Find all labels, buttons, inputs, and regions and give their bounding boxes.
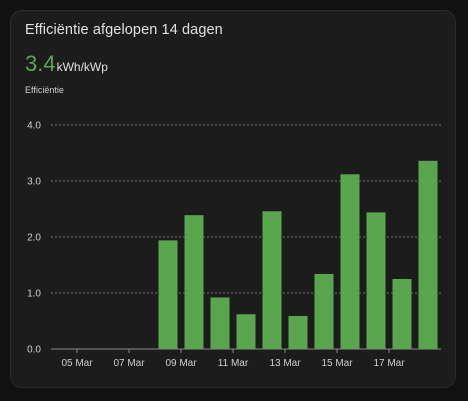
y-axis-ticks: 0.0 1.0 2.0 3.0 4.0 <box>27 121 41 356</box>
bar[interactable] <box>340 174 360 349</box>
x-axis-ticks: 05 Mar 07 Mar 09 Mar 11 Mar 13 Mar 15 Mar 17 M… <box>61 349 405 369</box>
y-tick-label: 2.0 <box>27 233 41 244</box>
bar[interactable] <box>262 211 282 349</box>
bar[interactable] <box>366 212 386 349</box>
bar-chart: 0.0 1.0 2.0 3.0 4.0 05 Mar 07 Mar 09 Mar 11 Mar… <box>27 121 441 369</box>
efficiency-unit: kWh/kWp <box>56 60 108 74</box>
y-tick-label: 3.0 <box>27 177 41 188</box>
bar[interactable] <box>158 240 178 349</box>
efficiency-value: 3.4 <box>25 51 56 76</box>
bar[interactable] <box>418 160 438 349</box>
bar[interactable] <box>236 314 256 349</box>
x-tick-label: 05 Mar <box>61 358 93 369</box>
value-row: 3.4 kWh/kWp <box>25 51 108 77</box>
x-tick-label: 15 Mar <box>321 358 353 369</box>
series-label: Efficiëntie <box>25 85 64 95</box>
x-tick-label: 07 Mar <box>113 358 145 369</box>
y-tick-label: 4.0 <box>27 121 41 132</box>
bars <box>158 160 438 349</box>
bar[interactable] <box>210 297 230 349</box>
bar[interactable] <box>184 215 204 349</box>
x-tick-label: 09 Mar <box>165 358 197 369</box>
x-tick-label: 17 Mar <box>373 358 405 369</box>
bar[interactable] <box>392 279 412 349</box>
bar[interactable] <box>314 273 334 349</box>
y-tick-label: 1.0 <box>27 289 41 300</box>
x-tick-label: 11 Mar <box>218 358 249 369</box>
x-tick-label: 13 Mar <box>269 358 301 369</box>
y-tick-label: 0.0 <box>27 345 41 356</box>
card-title: Efficiëntie afgelopen 14 dagen <box>25 22 223 38</box>
efficiency-card: Efficiëntie afgelopen 14 dagen 3.4 kWh/k… <box>10 10 456 388</box>
bar[interactable] <box>288 315 308 349</box>
